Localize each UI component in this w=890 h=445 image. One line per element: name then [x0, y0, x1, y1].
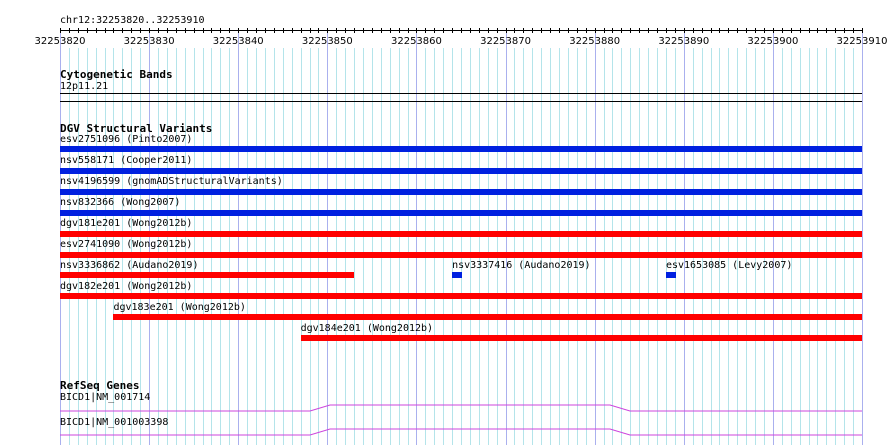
ruler-tick-label: 32253890	[658, 36, 710, 47]
variant-label[interactable]: esv2751096 (Pinto2007)	[60, 134, 193, 145]
ruler-tick-label: 32253850	[301, 36, 353, 47]
variant-label[interactable]: dgv182e201 (Wong2012b)	[60, 281, 193, 292]
refseq-track-title[interactable]: RefSeq Genes	[60, 379, 140, 392]
variant-bar[interactable]	[60, 272, 355, 278]
ruler-tick-label: 32253830	[123, 36, 175, 47]
variant-label[interactable]: nsv3337416 (Audano2019)	[452, 260, 591, 271]
variant-label[interactable]: nsv832366 (Wong2007)	[60, 197, 181, 208]
variant-label[interactable]: dgv184e201 (Wong2012b)	[300, 323, 434, 334]
variant-label[interactable]: nsv4196599 (gnomADStructuralVariants)	[60, 176, 283, 187]
variant-label[interactable]: esv1653085 (Levy2007)	[665, 260, 793, 271]
variant-bar[interactable]	[60, 189, 862, 195]
cytoband-label: 12p11.21	[60, 81, 109, 92]
variant-bar[interactable]	[452, 272, 463, 278]
variant-label[interactable]: nsv558171 (Cooper2011)	[60, 155, 193, 166]
variant-bar[interactable]	[60, 293, 862, 299]
cytoband-track-title[interactable]: Cytogenetic Bands	[60, 68, 173, 81]
ruler-tick-label: 32253820	[34, 36, 86, 47]
gene-line	[60, 428, 862, 436]
variant-bar[interactable]	[113, 314, 862, 320]
variant-bar[interactable]	[60, 168, 862, 174]
gene-line	[60, 404, 862, 412]
variant-label[interactable]: dgv183e201 (Wong2012b)	[113, 302, 246, 313]
variant-bar[interactable]	[60, 252, 862, 258]
variant-bar[interactable]	[300, 335, 862, 341]
variant-label[interactable]: nsv3336862 (Audano2019)	[60, 260, 199, 271]
ruler-tick-label: 32253910	[836, 36, 888, 47]
variant-bar[interactable]	[60, 210, 862, 216]
gene-label[interactable]: BICD1|NM_001714	[60, 392, 151, 403]
ruler-tick-label: 32253840	[212, 36, 264, 47]
variant-bar[interactable]	[60, 146, 862, 152]
gene-label[interactable]: BICD1|NM_001003398	[60, 417, 169, 428]
ruler-tick-label: 32253880	[569, 36, 621, 47]
ruler-location-label: chr12:32253820..32253910	[60, 15, 205, 26]
ruler-tick-label: 32253870	[480, 36, 531, 47]
track-separator	[60, 101, 862, 102]
ruler-tick-label: 32253860	[390, 36, 442, 47]
variant-label[interactable]: esv2741090 (Wong2012b)	[60, 239, 193, 250]
variant-bar[interactable]	[60, 231, 862, 237]
variant-bar[interactable]	[665, 272, 676, 278]
ruler-tick-label: 32253900	[747, 36, 799, 47]
dgv-track-title[interactable]: DGV Structural Variants	[60, 122, 213, 135]
cytoband-line	[60, 93, 862, 94]
variant-label[interactable]: dgv181e201 (Wong2012b)	[60, 218, 193, 229]
